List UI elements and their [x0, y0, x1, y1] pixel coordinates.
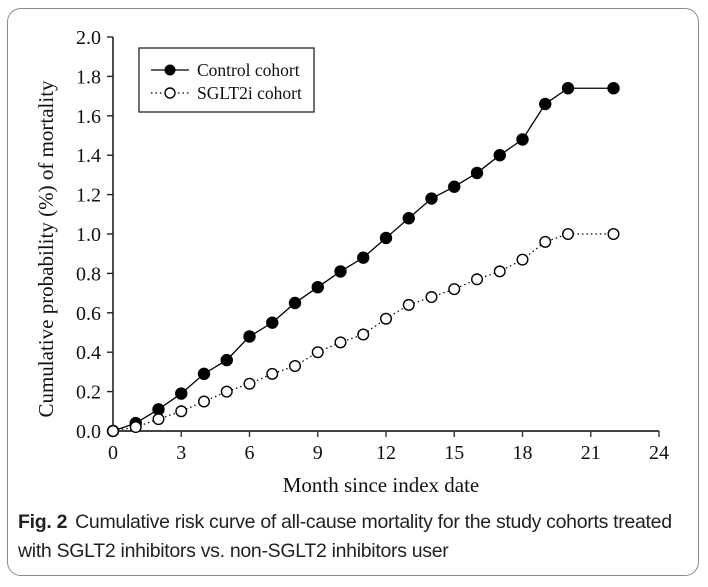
- data-point: [402, 212, 415, 225]
- legend-item-sglt2i: SGLT2i cohort: [151, 83, 302, 103]
- y-tick-label: 1.4: [76, 145, 101, 167]
- data-point: [220, 353, 233, 367]
- y-tick-label: 0.6: [76, 303, 101, 325]
- data-point: [380, 312, 393, 325]
- data-point: [539, 235, 552, 248]
- x-tick-label: 6: [245, 442, 255, 464]
- data-point: [197, 367, 211, 381]
- data-point: [334, 336, 347, 349]
- data-point: [266, 316, 279, 329]
- y-tick-label: 1.6: [76, 106, 101, 128]
- figure-label: Fig. 2: [18, 511, 68, 533]
- data-point: [289, 359, 302, 372]
- legend-label: Control cohort: [197, 60, 300, 80]
- series-sglt2i: [106, 227, 620, 438]
- series-line: [112, 233, 614, 432]
- data-point: [539, 97, 552, 111]
- y-tick-label: 0.0: [76, 421, 101, 443]
- caption-text: Cumulative risk curve of all-cause morta…: [18, 511, 672, 562]
- data-point: [607, 82, 620, 95]
- data-point: [562, 227, 575, 240]
- y-tick-label: 1.0: [76, 224, 101, 246]
- data-point: [493, 148, 506, 162]
- data-point: [425, 192, 438, 205]
- data-point: [220, 385, 233, 398]
- data-point: [152, 413, 165, 426]
- data-point: [197, 395, 210, 408]
- legend-item-control: Control cohort: [151, 60, 300, 80]
- legend-label: SGLT2i cohort: [197, 83, 302, 103]
- data-point: [311, 280, 324, 294]
- series-control: [106, 82, 620, 438]
- data-point: [425, 291, 438, 304]
- data-point: [311, 346, 324, 359]
- legend: Control cohort SGLT2i cohort: [138, 47, 315, 113]
- data-point: [106, 425, 119, 438]
- data-point: [357, 328, 370, 341]
- x-axis-label: Month since index date: [283, 473, 480, 497]
- legend-marker-filled: [164, 64, 176, 76]
- data-point: [288, 296, 302, 310]
- x-tick-label: 12: [376, 442, 396, 464]
- data-point: [561, 82, 575, 95]
- data-point: [175, 387, 188, 400]
- data-point: [357, 251, 370, 264]
- y-tick-label: 1.2: [76, 185, 101, 207]
- figure-card: [7, 8, 699, 576]
- x-tick-label: 0: [108, 442, 118, 464]
- data-point: [266, 367, 279, 380]
- data-point: [493, 265, 506, 278]
- x-tick-label: 9: [313, 442, 323, 464]
- y-tick-label: 0.2: [76, 382, 101, 404]
- data-point: [516, 133, 529, 146]
- y-tick-label: 0.8: [76, 263, 101, 285]
- x-tick-label: 24: [649, 442, 669, 464]
- data-point: [516, 253, 529, 266]
- y-tick-label: 2.0: [76, 27, 101, 49]
- data-point: [471, 273, 484, 286]
- legend-box: [138, 47, 315, 113]
- data-point: [402, 298, 415, 311]
- data-point: [334, 265, 347, 278]
- data-point: [607, 227, 620, 240]
- data-point: [243, 377, 256, 390]
- x-tick-label: 21: [581, 442, 601, 464]
- legend-marker-open: [164, 87, 176, 99]
- x-tick-label: 15: [444, 442, 464, 464]
- series-line: [112, 87, 614, 432]
- x-tick-label: 3: [176, 442, 186, 464]
- data-point: [129, 421, 142, 434]
- data-point: [175, 405, 188, 418]
- x-tick-label: 18: [513, 442, 533, 464]
- figure-caption: Fig. 2 Cumulative risk curve of all-cause…: [18, 508, 698, 566]
- y-axis-label: Cumulative probability (%) of mortality: [34, 80, 58, 418]
- data-point: [448, 283, 461, 296]
- data-point: [448, 180, 461, 193]
- y-tick-label: 1.8: [76, 66, 101, 88]
- data-point: [470, 166, 484, 180]
- y-tick-label: 0.4: [76, 342, 101, 364]
- data-point: [379, 231, 393, 245]
- data-point: [243, 330, 256, 343]
